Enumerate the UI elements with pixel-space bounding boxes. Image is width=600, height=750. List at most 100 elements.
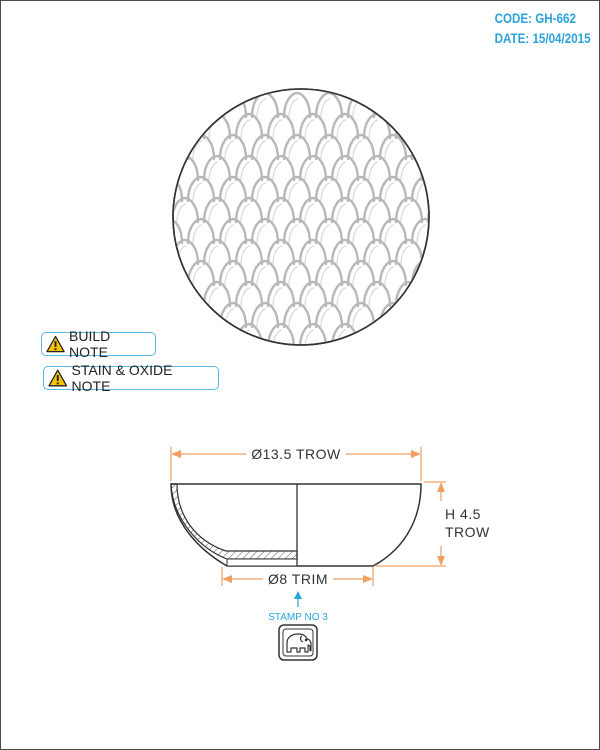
scale-mark [449, 267, 458, 285]
scale-mark [288, 224, 299, 244]
scale-mark [465, 330, 474, 348]
scale-mark [124, 261, 150, 285]
scale-mark [336, 287, 347, 307]
scale-mark [192, 266, 203, 286]
scale-mark [400, 161, 411, 181]
scale-mark [145, 288, 154, 306]
scale-mark [256, 140, 267, 160]
scale-mark [314, 259, 344, 287]
scale-mark [314, 91, 344, 119]
scale-mark [266, 112, 296, 140]
scale-mark [449, 225, 458, 243]
scale-mark [282, 91, 312, 119]
scale-mark [224, 224, 235, 244]
scale-mark [161, 309, 170, 327]
scale-mark [410, 217, 429, 245]
scale-mark [465, 288, 474, 306]
scale-mark [145, 246, 154, 264]
scale-mark [129, 225, 138, 243]
scale-mark [394, 196, 424, 224]
scale-mark [234, 280, 264, 308]
scale-mark [433, 330, 442, 348]
scale-mark [314, 301, 344, 329]
scale-mark [298, 238, 328, 266]
warning-triangle-icon [48, 369, 68, 387]
scale-mark [266, 280, 296, 308]
height-label-line1: H 4.5 [445, 506, 481, 522]
scale-mark [336, 245, 347, 265]
scale-mark [145, 204, 154, 222]
scale-mark [298, 112, 328, 140]
scale-mark [208, 161, 219, 181]
scale-mark [362, 154, 392, 182]
scale-mark [378, 217, 408, 245]
scale-mark [362, 196, 392, 224]
height-label-line2: TROW [445, 524, 490, 540]
scale-mark [224, 182, 235, 202]
scale-mark [124, 219, 150, 243]
scale-mark [173, 259, 184, 287]
scale-mark [298, 196, 328, 224]
scale-mark [192, 140, 203, 160]
scale-mark [140, 240, 166, 264]
scale-mark [173, 322, 200, 345]
scale-mark [272, 119, 283, 139]
scale-mark [240, 119, 251, 139]
scale-mark [256, 308, 267, 328]
scale-mark [192, 224, 203, 244]
scale-mark [202, 280, 232, 308]
scale-mark [384, 140, 395, 160]
scale-mark [272, 329, 283, 345]
scale-mark [314, 133, 344, 161]
scale-mark [256, 182, 267, 202]
scale-mark [129, 183, 138, 201]
scale-mark [176, 287, 187, 307]
scale-mark [416, 98, 427, 118]
scale-mark [378, 259, 408, 287]
scale-mark [368, 203, 379, 223]
scale-mark [288, 266, 299, 286]
scale-mark [304, 287, 315, 307]
scale-mark [362, 280, 392, 308]
scale-mark [384, 224, 395, 244]
elephant-icon [286, 633, 312, 653]
scale-mark [330, 154, 360, 182]
scale-mark [288, 98, 299, 118]
scale-mark [336, 161, 347, 181]
stamp-label: STAMP NO 3 [268, 612, 328, 623]
scale-mark [320, 140, 331, 160]
scale-mark [384, 266, 395, 286]
scale-mark [298, 280, 328, 308]
scale-mark [304, 245, 315, 265]
scale-mark [234, 154, 264, 182]
scale-mark [176, 203, 187, 223]
scale-mark [433, 288, 442, 306]
scale-mark [218, 217, 248, 245]
scale-mark [202, 322, 232, 345]
scale-mark [346, 133, 376, 161]
scale-mark [378, 133, 408, 161]
scale-mark [282, 175, 312, 203]
scale-mark [368, 329, 379, 345]
scale-mark [460, 114, 486, 138]
scale-mark [186, 217, 216, 245]
scale-mark [444, 261, 470, 285]
scale-mark [161, 141, 170, 159]
scale-mark [256, 98, 267, 118]
build-note-button[interactable]: BUILD NOTE [41, 328, 156, 360]
scale-mark [460, 198, 486, 222]
scale-mark [208, 245, 219, 265]
scale-mark [378, 175, 408, 203]
drawing-date: DATE: 15/04/2015 [495, 31, 591, 46]
scale-mark [145, 162, 154, 180]
stain-oxide-note-button[interactable]: STAIN & OXIDE NOTE [43, 362, 219, 394]
scale-mark [176, 329, 187, 345]
stamp-pointer-arrow [294, 591, 302, 607]
scale-mark [444, 219, 470, 243]
scale-mark [256, 266, 267, 286]
title-block: CODE: GH-662 DATE: 15/04/2015 [495, 9, 591, 49]
scale-mark [400, 245, 411, 265]
stamp-box [278, 624, 318, 661]
scale-mark [416, 308, 427, 328]
scale-mark [173, 112, 200, 140]
